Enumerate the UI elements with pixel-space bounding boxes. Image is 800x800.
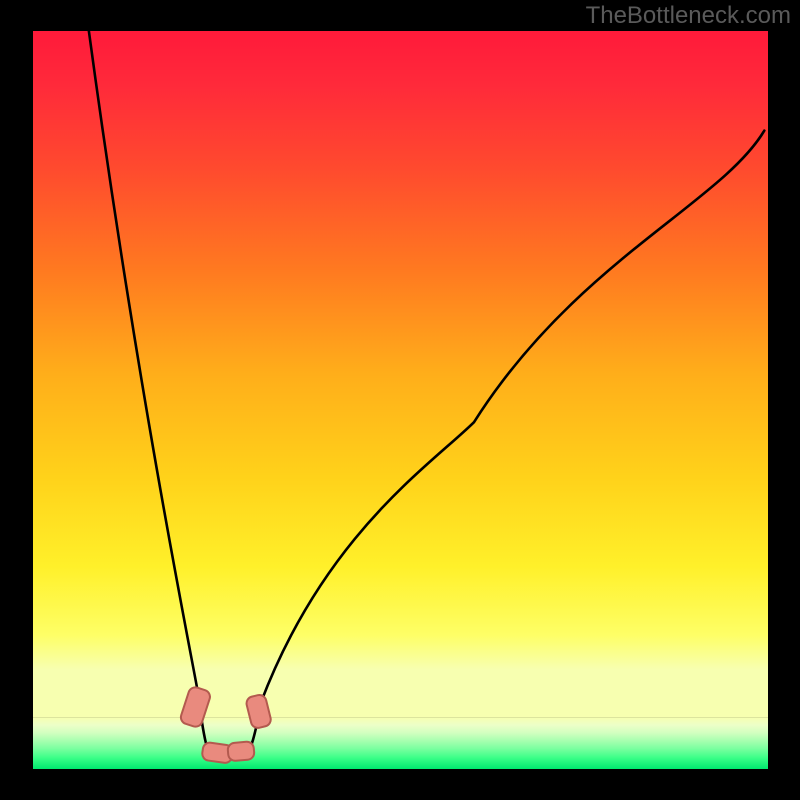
data-marker: [227, 741, 254, 761]
watermark-text: TheBottleneck.com: [586, 2, 791, 30]
stage: TheBottleneck.com: [0, 0, 800, 800]
bottleneck-chart: [0, 0, 800, 800]
